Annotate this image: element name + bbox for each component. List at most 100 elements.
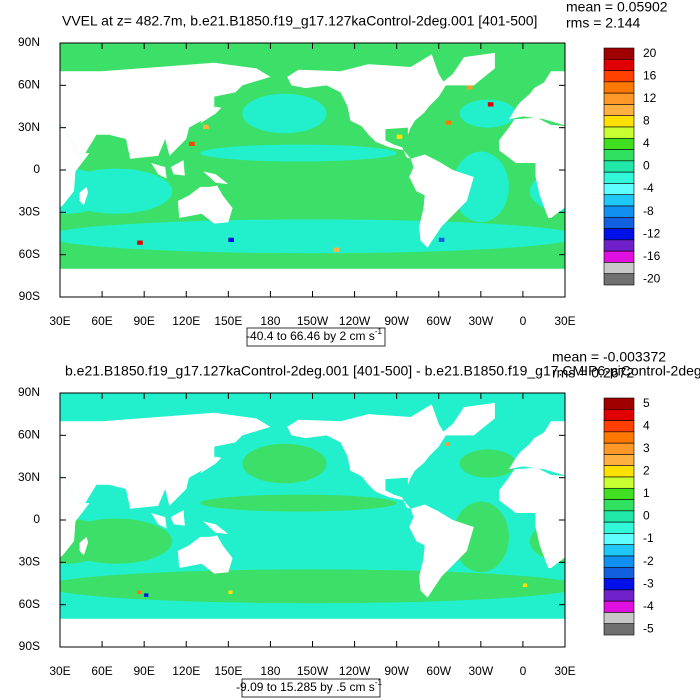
- field-spot: [228, 237, 234, 242]
- colorbar-box: [603, 58, 635, 71]
- y-tick-label: 30N: [18, 470, 40, 484]
- colorbar-box: [603, 521, 635, 534]
- y-tick-label: 60N: [18, 428, 40, 442]
- colorbar-label: 16: [643, 68, 657, 82]
- x-tick-label: 120W: [339, 664, 371, 678]
- y-tick-label: 30N: [18, 120, 40, 134]
- mean-stat: mean = 0.05902: [566, 0, 668, 15]
- colorbar-label: 8: [643, 114, 650, 128]
- range-box: [246, 327, 386, 347]
- field-spot: [228, 590, 233, 595]
- colorbar-box: [603, 544, 635, 557]
- x-tick-label: 30E: [49, 314, 70, 328]
- colorbar-box: [603, 566, 635, 579]
- range-unit-exponent: -1: [375, 678, 383, 687]
- colorbar-box: [603, 431, 635, 444]
- field-spot: [522, 583, 528, 588]
- x-tick-label: 90W: [384, 314, 409, 328]
- colorbar-label: -4: [643, 599, 654, 613]
- colorbar-box: [603, 250, 635, 263]
- colorbar-box: [603, 81, 635, 94]
- x-tick-label: 90E: [133, 314, 154, 328]
- y-tick-label: 0: [33, 162, 40, 176]
- x-tick-label: 0: [520, 314, 527, 328]
- range-unit-exponent: -1: [375, 327, 383, 336]
- map-field: [60, 393, 565, 647]
- field-spot: [445, 120, 452, 125]
- y-tick-label: 0: [33, 512, 40, 526]
- colorbar-box: [603, 600, 635, 613]
- colorbar-box: [603, 420, 635, 433]
- x-tick-label: 60E: [91, 664, 112, 678]
- colorbar-box: [603, 262, 635, 275]
- field-spot: [487, 102, 494, 107]
- colorbar-box: [603, 533, 635, 546]
- colorbar-box: [603, 205, 635, 218]
- colorbar-box: [603, 273, 635, 286]
- colorbar-label: 5: [643, 396, 650, 410]
- x-tick-label: 90W: [384, 664, 409, 678]
- field-spot: [396, 134, 403, 139]
- colorbar-box: [603, 499, 635, 512]
- x-tick-label: 30W: [468, 314, 493, 328]
- colorbar-label: -20: [643, 272, 661, 286]
- colorbar-label: 3: [643, 441, 650, 455]
- range-text: -9.09 to 15.285 by .5 cm s: [236, 680, 375, 694]
- x-tick-label: 60E: [91, 314, 112, 328]
- field-spot: [137, 590, 142, 595]
- y-tick-label: 30S: [19, 555, 40, 569]
- colorbar-label: -2: [643, 554, 654, 568]
- colorbar-label: -8: [643, 204, 654, 218]
- rms-stat: rms = 2.144: [566, 15, 641, 31]
- field-spot: [466, 85, 473, 90]
- colorbar-box: [603, 476, 635, 489]
- field-spot: [137, 240, 143, 245]
- x-tick-label: 30E: [554, 664, 575, 678]
- x-tick-label: 30E: [554, 314, 575, 328]
- x-tick-label: 180: [260, 314, 280, 328]
- colorbar-box: [603, 510, 635, 523]
- y-tick-label: 90S: [19, 289, 40, 303]
- field-spot: [189, 141, 195, 147]
- colorbar-box: [603, 194, 635, 207]
- panel-title: VVEL at z= 482.7m, b.e21.B1850.f19_g17.1…: [62, 13, 537, 29]
- map-field: [60, 43, 565, 297]
- x-tick-label: 30E: [49, 664, 70, 678]
- colorbar-box: [603, 397, 635, 410]
- colorbar-box: [603, 92, 635, 105]
- colorbar-box: [603, 465, 635, 478]
- colorbar-box: [603, 216, 635, 229]
- mean-stat: mean = -0.003372: [552, 349, 666, 365]
- x-tick-label: 60W: [426, 664, 451, 678]
- x-tick-label: 120E: [172, 664, 200, 678]
- x-tick-label: 150E: [214, 664, 242, 678]
- range-box: [241, 678, 381, 698]
- panel-title: b.e21.B1850.f19_g17.127kaControl-2deg.00…: [65, 363, 700, 379]
- colorbar-box: [603, 160, 635, 173]
- colorbar-label: 1: [643, 486, 650, 500]
- y-tick-label: 30S: [19, 205, 40, 219]
- colorbar-box: [603, 228, 635, 241]
- y-tick-label: 90S: [19, 639, 40, 653]
- colorbar-label: 4: [643, 136, 650, 150]
- colorbar-box: [603, 555, 635, 568]
- y-tick-label: 90N: [18, 385, 40, 399]
- range-label: -9.09 to 15.285 by .5 cm s-1: [236, 678, 382, 694]
- x-tick-label: 60W: [426, 314, 451, 328]
- rms-stat: rms = 0.2672: [552, 365, 634, 381]
- colorbar-box: [603, 612, 635, 625]
- range-label: -40.4 to 66.46 by 2 cm s-1: [246, 327, 382, 343]
- colorbar-label: 12: [643, 91, 657, 105]
- y-tick-label: 60S: [19, 597, 40, 611]
- colorbar-box: [603, 47, 635, 60]
- range-text: -40.4 to 66.46 by 2 cm s: [246, 329, 375, 343]
- colorbar-label: -12: [643, 226, 661, 240]
- colorbar-box: [603, 149, 635, 162]
- colorbar-label: -5: [643, 622, 654, 636]
- colorbar-label: 0: [643, 159, 650, 173]
- x-tick-label: 90E: [133, 664, 154, 678]
- x-tick-label: 120W: [339, 314, 371, 328]
